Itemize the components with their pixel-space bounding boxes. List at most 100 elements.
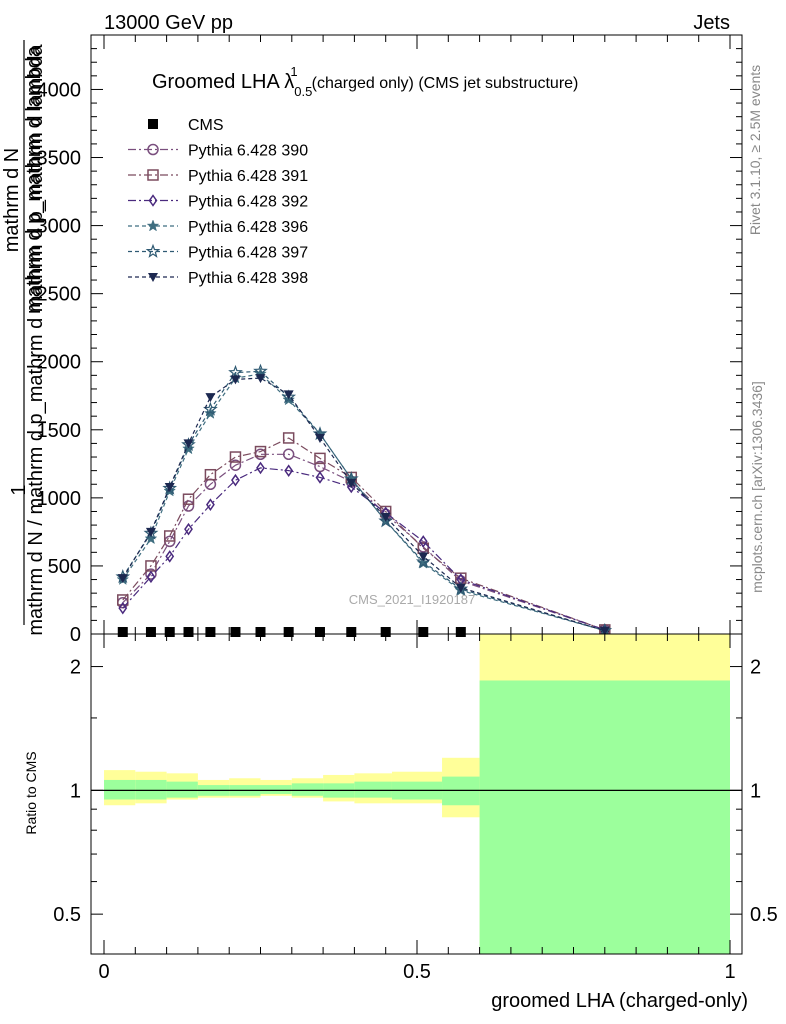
ratio-band-stat (260, 785, 292, 794)
ratio-xtick-label: 0.5 (403, 961, 431, 983)
data-point-cms (164, 627, 175, 637)
ratio-xticks: 0 0.5 1 (98, 634, 736, 983)
legend-label: Pythia 6.428 397 (188, 245, 308, 262)
ylabel-prefactor: 1 (8, 484, 30, 495)
data-point-p398 (164, 482, 175, 492)
legend-label: Pythia 6.428 396 (188, 219, 308, 236)
data-point-p391 (163, 530, 176, 542)
data-point-p392 (418, 535, 428, 548)
data-point-cms (230, 627, 241, 637)
data-point-p391 (117, 594, 129, 606)
data-point-p392 (165, 550, 175, 563)
ratio-ytick-label: 0.5 (53, 904, 81, 926)
data-point-p397 (378, 513, 394, 528)
legend-entry: Pythia 6.428 398 (128, 270, 308, 287)
data-point-p391 (314, 452, 326, 465)
ratio-xlabel: groomed LHA (charged-only) (491, 990, 748, 1012)
ratio-xtick-label: 1 (724, 961, 735, 983)
data-point-cms (455, 627, 466, 637)
data-point-p392 (184, 522, 193, 536)
data-point-p398 (283, 390, 294, 400)
data-point-p396 (204, 406, 217, 419)
ratio-ytick-label: 2 (70, 657, 81, 679)
main-ytick-label: 2000 (37, 352, 82, 374)
ratio-xtick-label: 0 (98, 961, 109, 983)
data-point-p398 (346, 478, 357, 488)
data-point-p396 (144, 531, 158, 545)
data-point-p392 (256, 461, 265, 475)
ratio-band-stat (479, 680, 730, 954)
series-p392 (118, 461, 610, 637)
legend-label: Pythia 6.428 392 (188, 194, 308, 211)
data-point-p392 (231, 473, 240, 487)
ratio-ytick-label-right: 2 (750, 657, 761, 679)
data-point-p391 (282, 432, 295, 444)
data-point-p398 (599, 626, 610, 636)
ratio-band-stat (291, 783, 324, 796)
ratio-bands (104, 634, 730, 954)
data-point-cms (418, 627, 429, 637)
header-left: 13000 GeV pp (104, 12, 233, 34)
data-point-p398 (314, 433, 325, 443)
ylabel-numerator-2: mathrm d p_mathrm d lambda (23, 45, 45, 314)
data-point-p397 (281, 389, 297, 404)
ylabel-numerator: mathrm d N (1, 148, 23, 252)
data-point-p391 (229, 451, 242, 463)
data-point-p398 (117, 574, 128, 584)
data-point-cms (314, 627, 325, 637)
data-point-p392 (146, 570, 156, 584)
ratio-plot: 0.5 0.51 12 2 0 0.5 1 Ratio to CMS groomed LH… (23, 633, 778, 1012)
data-point-p398 (145, 527, 156, 537)
ratio-band-stat (104, 779, 136, 800)
data-point-p398 (380, 512, 391, 522)
data-point-p391 (182, 493, 195, 505)
legend-marker (145, 243, 161, 258)
data-point-p397 (228, 364, 243, 379)
legend-marker (148, 194, 158, 207)
legend-entry: Pythia 6.428 392 (128, 194, 308, 211)
main-ytick-label: 3000 (37, 216, 82, 238)
series-line-p390 (122, 453, 605, 631)
ratio-band-stat (135, 779, 167, 800)
main-plot: 0 500 1000 1500 2000 2500 3000 3500 4000 CMS Pyth… (1, 34, 743, 646)
main-yticks: 0 500 1000 1500 2000 2500 3000 3500 4000 (37, 34, 742, 646)
main-ytick-label: 4000 (37, 79, 82, 101)
series-p398 (117, 374, 610, 636)
main-ytick-label: 3500 (37, 148, 82, 170)
data-point-p398 (230, 375, 241, 385)
data-point-cms (380, 627, 391, 637)
ratio-band-stat (354, 781, 392, 798)
data-point-cms (117, 627, 128, 637)
data-point-p397 (253, 363, 268, 378)
series-p390 (117, 448, 611, 636)
header-right: Jets (693, 12, 730, 34)
main-ytick-label: 2500 (37, 284, 82, 306)
data-point-cms (255, 627, 266, 637)
data-point-p392 (206, 498, 215, 511)
legend-entry: Pythia 6.428 390 (128, 143, 308, 160)
legend-marker (146, 219, 160, 232)
data-point-p390 (145, 568, 157, 580)
legend-marker (147, 169, 159, 181)
legend-marker (148, 273, 158, 282)
ratio-ytick-label-right: 1 (750, 780, 761, 802)
watermark: CMS_2021_I1920187 (349, 592, 476, 607)
data-point-cms (205, 627, 216, 637)
main-ytick-label: 500 (48, 556, 81, 578)
legend: CMS Pythia 6.428 390 Pythia 6.428 391 Pythi… (128, 117, 308, 287)
data-point-p390 (282, 448, 295, 461)
ylabel-denominator: mathrm d N / mathrm d p_mathrm d mathrm … (25, 43, 47, 635)
legend-entry: Pythia 6.428 391 (128, 168, 308, 185)
data-point-cms (346, 627, 357, 637)
data-point-p398 (418, 552, 429, 562)
data-point-p390 (182, 500, 195, 512)
ratio-ytick-label-right: 0.5 (750, 904, 778, 926)
data-point-p398 (255, 374, 266, 384)
main-ylabel: 1 mathrm d N mathrm d p_mathrm d lambda … (1, 40, 47, 636)
legend-marker (148, 119, 158, 129)
plot-title: Groomed LHA λ0.51(charged only) (CMS jet… (152, 64, 578, 99)
series-line-p392 (122, 467, 605, 631)
main-ytick-label: 0 (70, 624, 81, 646)
legend-entry: CMS (148, 117, 224, 134)
data-point-p398 (183, 439, 194, 449)
